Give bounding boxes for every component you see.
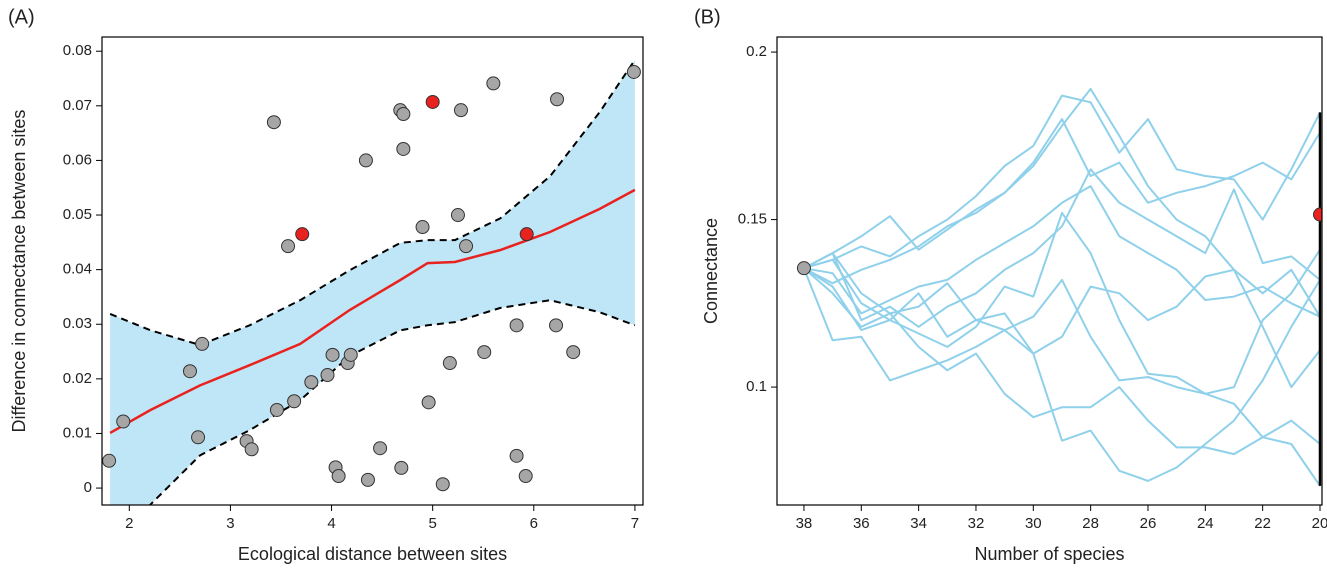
point	[519, 227, 534, 242]
y-tick-label: 0.06	[63, 151, 92, 168]
x-tick-label: 26	[1140, 515, 1157, 532]
x-tick-label: 6	[530, 515, 538, 532]
y-axis-title: Connectance	[701, 218, 721, 324]
point	[425, 94, 440, 109]
species-line	[802, 267, 1321, 445]
point	[360, 472, 375, 487]
x-tick-label: 20	[1312, 515, 1327, 532]
point	[518, 469, 533, 484]
plot-area	[102, 59, 641, 505]
point	[304, 375, 319, 390]
species-line	[803, 118, 1321, 285]
x-tick-label: 28	[1082, 515, 1099, 532]
point	[295, 227, 310, 242]
point	[266, 115, 281, 130]
point	[626, 64, 641, 79]
point	[396, 106, 411, 121]
point	[343, 347, 358, 362]
y-tick-label: 0.07	[63, 97, 92, 114]
x-tick-label: 5	[428, 515, 436, 532]
y-tick-label: 0.01	[63, 424, 92, 441]
point	[269, 402, 284, 417]
point	[453, 103, 468, 118]
species-line	[803, 258, 1321, 482]
x-tick-label: 34	[910, 515, 927, 532]
end-point	[1312, 207, 1322, 222]
point	[320, 368, 335, 383]
y-tick-label: 0.05	[63, 206, 92, 223]
y-tick-label: 0.1	[746, 378, 767, 395]
point	[509, 448, 524, 463]
y-tick-label: 0.08	[63, 42, 92, 59]
point	[396, 141, 411, 156]
species-line	[803, 168, 1321, 328]
point	[102, 453, 117, 468]
x-axis-title: Ecological distance between sites	[238, 544, 507, 564]
point	[459, 239, 474, 254]
x-tick-label: 38	[796, 515, 813, 532]
fit-line	[109, 188, 636, 434]
point	[486, 76, 501, 91]
point	[116, 414, 131, 429]
x-tick-label: 30	[1025, 515, 1042, 532]
x-tick-label: 2	[125, 515, 133, 532]
point	[358, 153, 373, 168]
species-line	[803, 267, 1321, 487]
species-line	[803, 94, 1321, 270]
plot-frame	[101, 36, 644, 506]
panel-title: (A)	[8, 6, 35, 28]
plot-area	[796, 87, 1322, 487]
x-tick-label: 3	[226, 515, 234, 532]
start-point	[796, 261, 811, 276]
confidence-band	[110, 59, 635, 505]
point	[550, 92, 565, 107]
point	[509, 318, 524, 333]
y-tick-label: 0.04	[63, 261, 92, 278]
point	[287, 394, 302, 409]
point	[182, 364, 197, 379]
plot-frame	[776, 36, 1323, 506]
y-axis-title: Difference in connectance between sites	[9, 110, 29, 433]
x-tick-label: 7	[631, 515, 639, 532]
x-tick-label: 36	[853, 515, 870, 532]
point	[331, 469, 346, 484]
point	[421, 395, 436, 410]
y-tick-label: 0.15	[738, 211, 767, 228]
point	[244, 442, 259, 457]
point	[281, 239, 296, 254]
point	[450, 208, 465, 223]
point	[415, 220, 430, 235]
x-axis-title: Number of species	[974, 544, 1124, 564]
y-tick-label: 0.03	[63, 315, 92, 332]
y-tick-label: 0.2	[746, 43, 767, 60]
point	[394, 460, 409, 475]
species-line	[803, 185, 1321, 318]
panel-title: (B)	[694, 6, 721, 28]
point	[549, 318, 564, 333]
x-tick-label: 4	[327, 515, 335, 532]
point	[442, 356, 457, 371]
point	[435, 477, 450, 492]
point	[477, 345, 492, 360]
y-tick-label: 0.02	[63, 370, 92, 387]
x-tick-label: 32	[968, 515, 985, 532]
point	[195, 336, 210, 351]
point	[325, 347, 340, 362]
x-tick-label: 24	[1197, 515, 1214, 532]
point	[373, 441, 388, 456]
x-tick-label: 22	[1254, 515, 1271, 532]
point	[191, 430, 206, 445]
band-lower-line	[148, 299, 636, 505]
point	[566, 345, 581, 360]
y-tick-label: 0	[84, 479, 92, 496]
